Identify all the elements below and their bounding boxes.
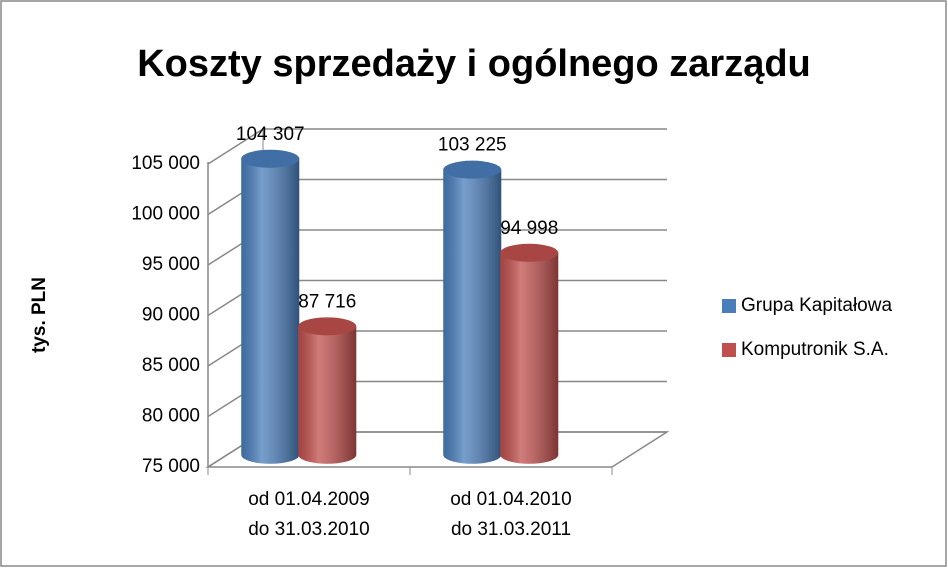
bar-part (298, 326, 357, 464)
y-tick-label: 80 000 (142, 406, 200, 427)
bar (298, 317, 357, 464)
legend-swatch (722, 343, 736, 357)
data-label: 94 998 (500, 218, 558, 239)
y-tick-label: 85 000 (142, 355, 200, 376)
bar-part (298, 317, 357, 336)
y-tick-label: 75 000 (142, 456, 200, 477)
chart-title: Koszty sprzedaży i ogólnego zarządu (137, 43, 811, 85)
legend-label: Grupa Kapitałowa (741, 295, 892, 316)
x-tick-label: od 01.04.2010 (450, 489, 572, 510)
bar-part (443, 160, 502, 179)
y-tick-label: 100 000 (131, 204, 200, 225)
y-tick-label: 95 000 (142, 254, 200, 275)
bar-part (500, 243, 559, 262)
bar (500, 243, 559, 464)
data-label: 87 716 (298, 291, 356, 312)
bar-part (500, 252, 559, 464)
bar-part (241, 158, 300, 464)
y-tick-label: 105 000 (131, 153, 200, 174)
grid-line (207, 128, 264, 165)
legend-label: Komputronik S.A. (741, 339, 889, 360)
y-axis-title: tys. PLN (29, 277, 50, 353)
bar-part (298, 317, 357, 336)
bar (443, 160, 502, 464)
bar-part (500, 243, 559, 262)
data-label: 103 225 (438, 135, 507, 156)
x-tick-label: od 01.04.2009 (248, 489, 370, 510)
bar (241, 149, 300, 464)
x-tick-label: do 31.03.2011 (451, 519, 571, 540)
bar-part (443, 160, 502, 179)
legend-swatch (722, 299, 736, 313)
y-tick-label: 90 000 (142, 305, 200, 326)
bar-part (241, 149, 300, 168)
x-tick-label: do 31.03.2010 (248, 519, 370, 540)
bar-part (443, 169, 502, 464)
data-label: 104 307 (236, 124, 305, 145)
bar-part (241, 149, 300, 168)
